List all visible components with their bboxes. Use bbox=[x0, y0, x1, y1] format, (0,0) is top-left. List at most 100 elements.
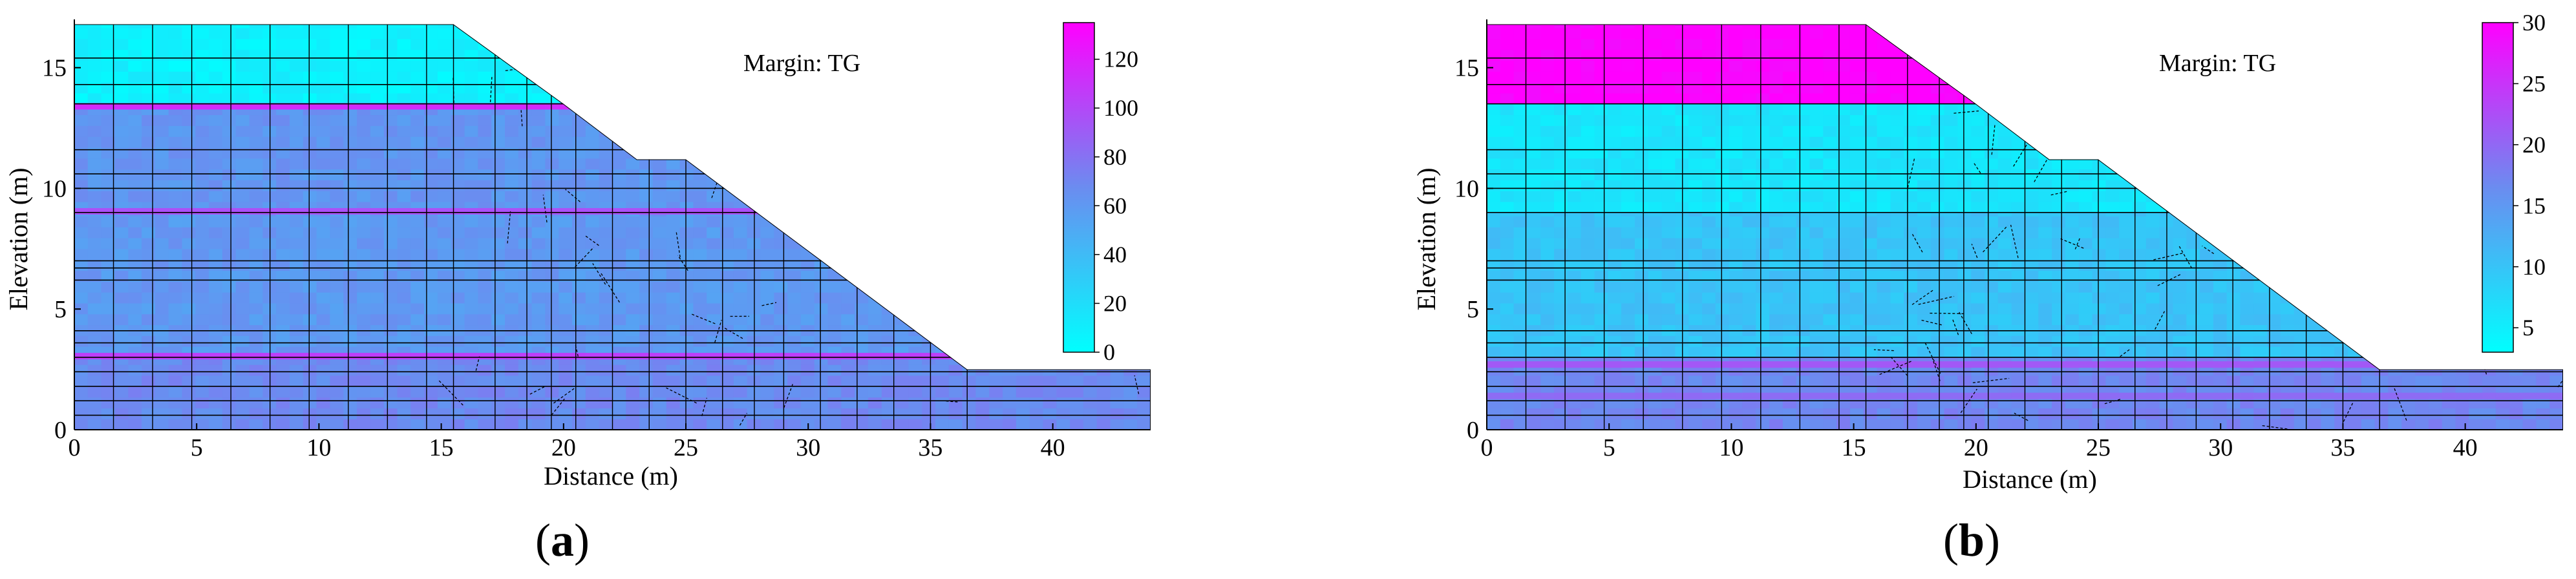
panel-b-cell bbox=[1971, 335, 1985, 346]
panel-a-cell bbox=[505, 82, 518, 93]
panel-a-cell bbox=[774, 213, 787, 216]
panel-a-cell bbox=[491, 216, 505, 227]
panel-b-cell bbox=[1621, 158, 1635, 169]
panel-b-cell bbox=[1527, 335, 1540, 346]
panel-a-cell bbox=[532, 397, 546, 408]
panel-a-cell bbox=[398, 71, 411, 82]
panel-b-cell bbox=[2173, 93, 2186, 104]
panel-b-cell bbox=[2200, 136, 2213, 147]
panel-b-cell bbox=[2334, 202, 2348, 213]
panel-a-cell bbox=[1030, 397, 1043, 408]
panel-a-cell bbox=[975, 249, 989, 260]
panel-b-cell bbox=[1810, 28, 1824, 39]
panel-b-cell bbox=[2388, 335, 2401, 346]
panel-a-cell bbox=[1030, 169, 1043, 180]
panel-a-cell bbox=[1097, 28, 1111, 39]
panel-a-cell bbox=[1030, 136, 1043, 147]
panel-a-cell bbox=[975, 25, 989, 28]
panel-a-cell bbox=[922, 71, 935, 82]
panel-a-cell bbox=[989, 82, 1003, 93]
panel-a-cell bbox=[1097, 375, 1111, 386]
panel-b-cell bbox=[1554, 93, 1568, 104]
panel-a-cell bbox=[963, 249, 976, 260]
panel-a-cell bbox=[855, 271, 868, 282]
panel-b-cell bbox=[2523, 158, 2537, 169]
panel-b-cell bbox=[1500, 104, 1514, 115]
panel-b-cell bbox=[1581, 147, 1595, 158]
panel-a-cell bbox=[760, 25, 774, 28]
panel-b-cell bbox=[2549, 71, 2563, 82]
panel-b-cell bbox=[2523, 104, 2537, 115]
panel-a-cell bbox=[370, 158, 384, 169]
panel-b-cell bbox=[2092, 61, 2106, 72]
panel-b-cell bbox=[2388, 28, 2401, 39]
panel-b-cell bbox=[2038, 335, 2052, 346]
panel-b-cell bbox=[2401, 335, 2415, 346]
panel-b-cell bbox=[2348, 28, 2361, 39]
panel-b-cell bbox=[1985, 136, 1998, 147]
panel-a-cell bbox=[653, 50, 666, 61]
panel-b-cell bbox=[1971, 346, 1985, 357]
panel-a-cell bbox=[922, 82, 935, 93]
panel-b-cell bbox=[1554, 71, 1568, 82]
panel-a-cell bbox=[1043, 364, 1057, 375]
panel-b-cell bbox=[1998, 335, 2012, 346]
panel-b-cell bbox=[2133, 158, 2146, 169]
panel-a-cell bbox=[559, 115, 572, 126]
panel-a-cell bbox=[949, 303, 963, 314]
panel-a-cell bbox=[1003, 346, 1016, 357]
panel-b-cell bbox=[1769, 180, 1783, 191]
panel-b-cell bbox=[1823, 71, 1836, 82]
panel-b-cell bbox=[1890, 39, 1904, 50]
panel-b-cell bbox=[2401, 147, 2415, 158]
panel-a-cell bbox=[155, 216, 169, 227]
panel-b-cell bbox=[1621, 28, 1635, 39]
panel-b-cell bbox=[2160, 93, 2173, 104]
panel-a-cell bbox=[250, 335, 263, 346]
panel-b-cell bbox=[2469, 158, 2482, 169]
panel-a-cell bbox=[693, 158, 707, 169]
panel-b-cell bbox=[2281, 82, 2294, 93]
panel-a-cell bbox=[801, 158, 814, 169]
panel-a-cell bbox=[410, 281, 424, 292]
panel-a-cell bbox=[828, 213, 842, 216]
panel-b-cell bbox=[2334, 191, 2348, 202]
panel-b-cell bbox=[2375, 50, 2389, 61]
panel-a-cell bbox=[895, 314, 909, 325]
panel-a-cell bbox=[599, 71, 613, 82]
panel-a-cell bbox=[599, 227, 613, 238]
panel-a-cell bbox=[814, 238, 828, 249]
panel-a-cell bbox=[384, 335, 398, 346]
panel-a-cell bbox=[841, 82, 855, 93]
panel-a-cell bbox=[559, 191, 572, 202]
panel-b-cell bbox=[2025, 180, 2039, 191]
panel-a-cell bbox=[720, 104, 734, 115]
panel-b-cell bbox=[2119, 71, 2133, 82]
panel-a-cell bbox=[975, 303, 989, 314]
panel-b-cell bbox=[2092, 104, 2106, 115]
panel-b-cell bbox=[1890, 191, 1904, 202]
panel-a-cell bbox=[801, 281, 814, 292]
panel-a-cell bbox=[1137, 115, 1151, 126]
panel-b-cell bbox=[2281, 180, 2294, 191]
panel-a-cell bbox=[868, 375, 882, 386]
panel-a-cell bbox=[586, 169, 599, 180]
panel-a-cell bbox=[478, 408, 491, 419]
panel-a-cell bbox=[599, 82, 613, 93]
panel-b-cell bbox=[1702, 335, 1716, 346]
panel-a-cell bbox=[236, 216, 250, 227]
panel-a-cell bbox=[1003, 202, 1016, 213]
panel-a-cell bbox=[330, 386, 343, 397]
panel-a-cell bbox=[1030, 281, 1043, 292]
panel-a-cell bbox=[491, 238, 505, 249]
panel-a-cell bbox=[734, 147, 747, 158]
panel-b-cell bbox=[1635, 28, 1648, 39]
panel-a-cell bbox=[410, 169, 424, 180]
panel-b-cell bbox=[1688, 346, 1702, 357]
panel-a-cell bbox=[128, 82, 142, 93]
panel-a-cell bbox=[74, 364, 88, 375]
panel-a-cell bbox=[438, 227, 451, 238]
panel-a-cell bbox=[290, 216, 303, 227]
panel-a-cell bbox=[814, 397, 828, 408]
panel-a-cell bbox=[169, 50, 182, 61]
